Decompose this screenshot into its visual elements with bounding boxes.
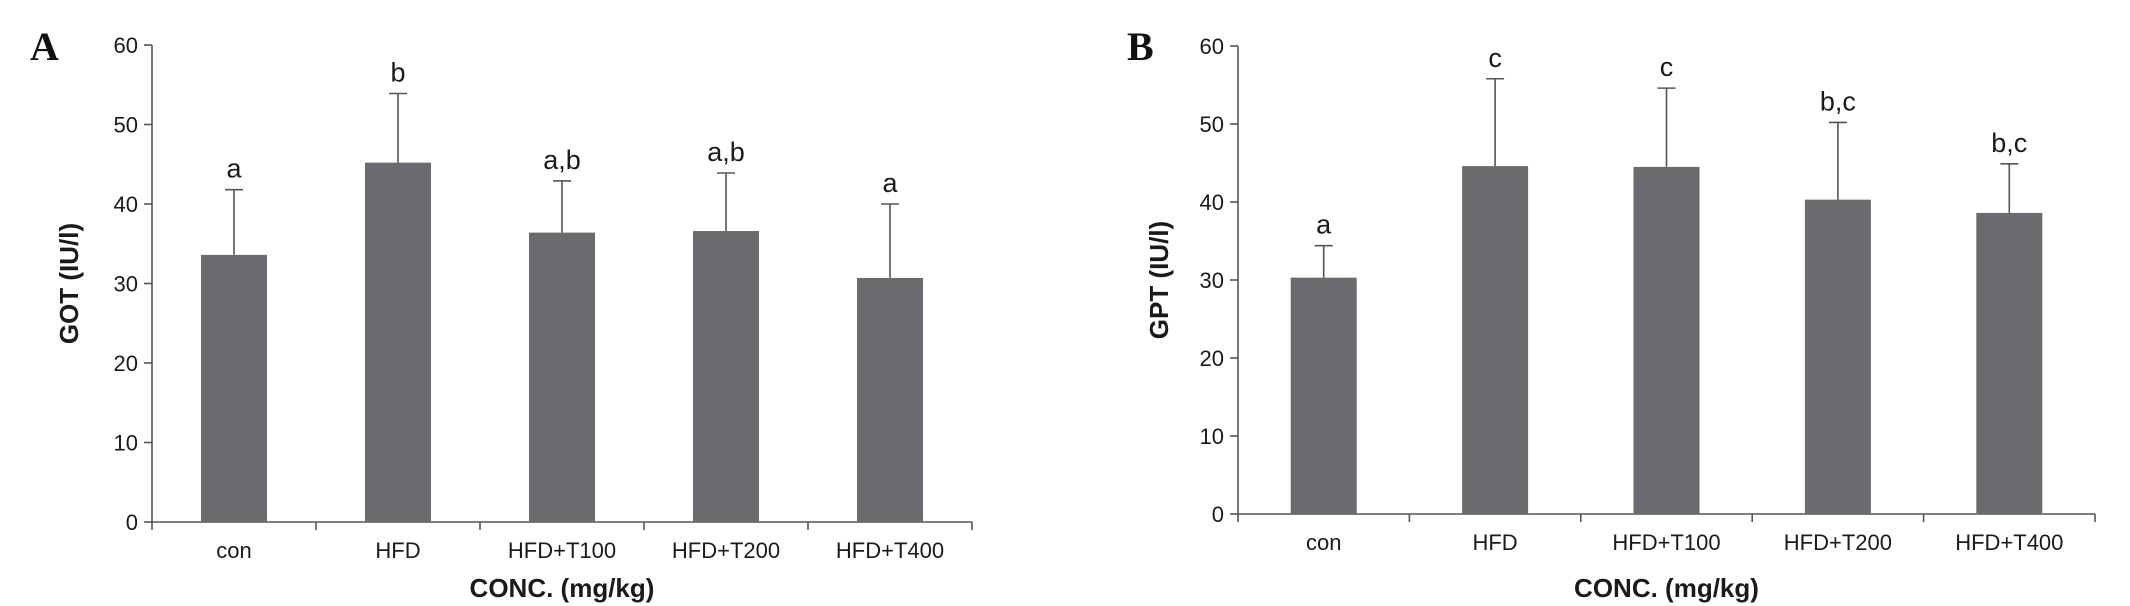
significance-label: a (882, 168, 898, 198)
y-tick-label: 30 (1200, 268, 1224, 293)
panel-letter: A (30, 24, 59, 69)
x-axis-label: CONC. (mg/kg) (470, 573, 655, 603)
y-tick-label: 60 (114, 33, 138, 58)
y-tick-label: 0 (1212, 502, 1224, 527)
y-tick-label: 0 (126, 510, 138, 535)
x-tick-label: HFD+T100 (1612, 530, 1720, 555)
bar (1290, 277, 1357, 514)
significance-label: c (1660, 52, 1674, 82)
x-tick-label: HFD (1472, 530, 1517, 555)
x-axis-label: CONC. (mg/kg) (1574, 573, 1759, 603)
significance-label: a (226, 154, 242, 184)
y-tick-label: 50 (1200, 112, 1224, 137)
bar (857, 277, 923, 522)
y-tick-label: 40 (114, 192, 138, 217)
bar (529, 232, 595, 522)
y-tick-label: 20 (114, 351, 138, 376)
x-tick-label: HFD+T400 (1955, 530, 2063, 555)
y-tick-label: 50 (114, 113, 138, 138)
x-tick-label: HFD+T200 (672, 538, 780, 563)
x-tick-label: HFD+T200 (1784, 530, 1892, 555)
bar (1462, 166, 1529, 514)
significance-label: c (1488, 43, 1502, 73)
y-tick-label: 10 (114, 431, 138, 456)
significance-label: b (390, 57, 405, 87)
y-tick-label: 40 (1200, 190, 1224, 215)
y-axis-label: GPT (IU/l) (1144, 221, 1174, 339)
x-tick-label: con (216, 538, 251, 563)
bar (1633, 166, 1700, 514)
y-tick-label: 30 (114, 272, 138, 297)
bar (1804, 199, 1871, 514)
x-tick-label: HFD+T400 (836, 538, 944, 563)
x-tick-label: HFD+T100 (508, 538, 616, 563)
bar (1976, 212, 2043, 515)
panel-letter: B (1127, 24, 1154, 69)
bar (201, 254, 267, 522)
bar (365, 162, 431, 522)
y-tick-label: 20 (1200, 346, 1224, 371)
significance-label: a,b (707, 137, 745, 167)
y-tick-label: 60 (1200, 34, 1224, 59)
significance-label: b,c (1820, 86, 1856, 116)
significance-label: a (1316, 210, 1332, 240)
panel-b: B 0 10 20 30 40 50 60 a con c HFD c HFD+T100 b,c HFD+T2… (1127, 24, 2096, 603)
x-tick-label: con (1306, 530, 1341, 555)
y-axis-label: GOT (IU/l) (54, 223, 84, 344)
significance-label: b,c (1991, 128, 2027, 158)
panel-a: A 0 10 20 30 40 50 60 a con b HFD a,b HFD+T100 a,b HFD+… (30, 24, 973, 603)
x-tick-label: HFD (375, 538, 420, 563)
bar (693, 231, 759, 522)
significance-label: a,b (543, 145, 581, 175)
y-tick-label: 10 (1200, 424, 1224, 449)
